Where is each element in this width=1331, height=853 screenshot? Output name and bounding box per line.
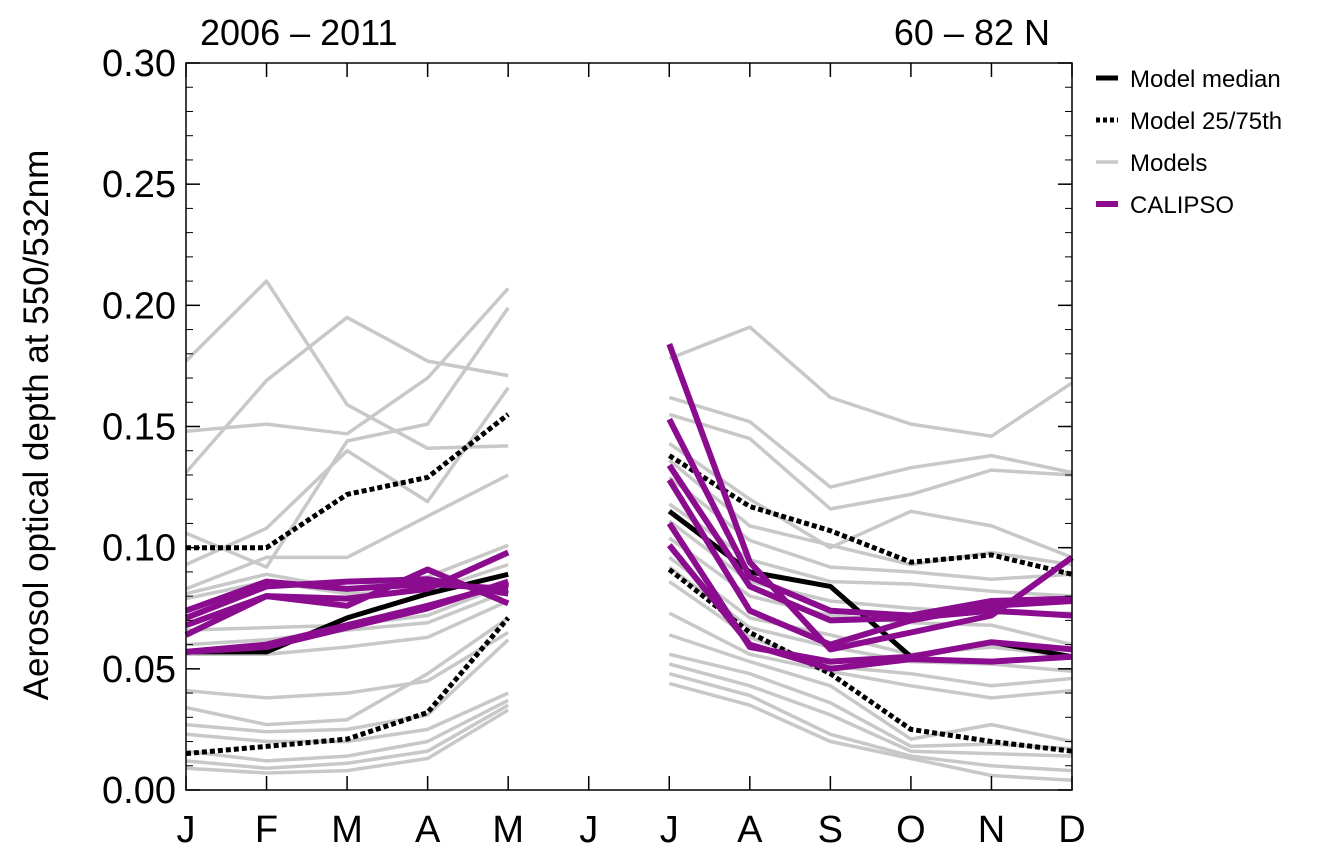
- calipso-series-line: [184, 463, 1073, 629]
- x-tick-label: A: [737, 809, 763, 851]
- y-tick-label: 0.30: [102, 43, 176, 85]
- models-series-line: [185, 287, 1073, 511]
- models-series-line: [185, 386, 1073, 567]
- models-series-line: [185, 473, 1073, 591]
- x-tick-label: J: [660, 809, 679, 851]
- legend-label-quartiles: Model 25/75th: [1130, 108, 1282, 135]
- models-series-line: [185, 611, 1073, 727]
- x-tick-label: O: [896, 809, 926, 851]
- y-tick-label: 0.10: [102, 528, 176, 570]
- x-tick-label: J: [579, 809, 598, 851]
- calipso-series-line: [185, 521, 1073, 665]
- axes-layer: 0.00 0.05 0.10 0.15 0.20 0.25 0.30 J F M A M J J A S O N D: [102, 43, 1086, 851]
- models-series-line: [185, 681, 1073, 783]
- x-tick-label: J: [177, 809, 196, 851]
- y-tick-label: 0.05: [102, 649, 176, 691]
- y-tick-label: 0.25: [102, 164, 176, 206]
- models-series-line: [185, 306, 1073, 569]
- series-layer: [184, 279, 1074, 783]
- calipso-series-line: [184, 478, 1073, 648]
- period-label: 2006 – 2011: [200, 12, 398, 53]
- quartiles-series-line: [185, 567, 1073, 757]
- quartiles-series-line: [186, 412, 1073, 577]
- calipso-series-line: [185, 543, 1073, 672]
- models-series-line: [185, 633, 1073, 744]
- x-tick-label: F: [255, 809, 278, 851]
- plot-frame: [185, 62, 1073, 791]
- legend: Model median Model 25/75th Models CALIPSO: [1096, 66, 1282, 219]
- x-tick-label: N: [978, 809, 1005, 851]
- legend-label-median: Model median: [1130, 66, 1281, 93]
- models-series-line: [184, 315, 1073, 489]
- models-series-line: [185, 556, 1073, 659]
- x-tick-label: D: [1058, 809, 1085, 851]
- legend-label-calipso: CALIPSO: [1130, 192, 1234, 219]
- models-series-line: [184, 279, 1073, 451]
- legend-label-models: Models: [1130, 150, 1207, 177]
- latitude-label: 60 – 82 N: [894, 12, 1050, 53]
- models-series-line: [185, 662, 1073, 763]
- y-tick-label: 0.20: [102, 285, 176, 327]
- y-axis-title: Aerosol optical depth at 550/532nm: [17, 150, 56, 701]
- x-tick-label: S: [818, 809, 843, 851]
- x-tick-label: M: [492, 809, 524, 851]
- x-tick-label: A: [415, 809, 441, 851]
- x-tick-label: M: [331, 809, 363, 851]
- y-tick-label: 0.00: [102, 770, 176, 812]
- y-tick-label: 0.15: [102, 407, 176, 449]
- models-series-line: [185, 672, 1073, 773]
